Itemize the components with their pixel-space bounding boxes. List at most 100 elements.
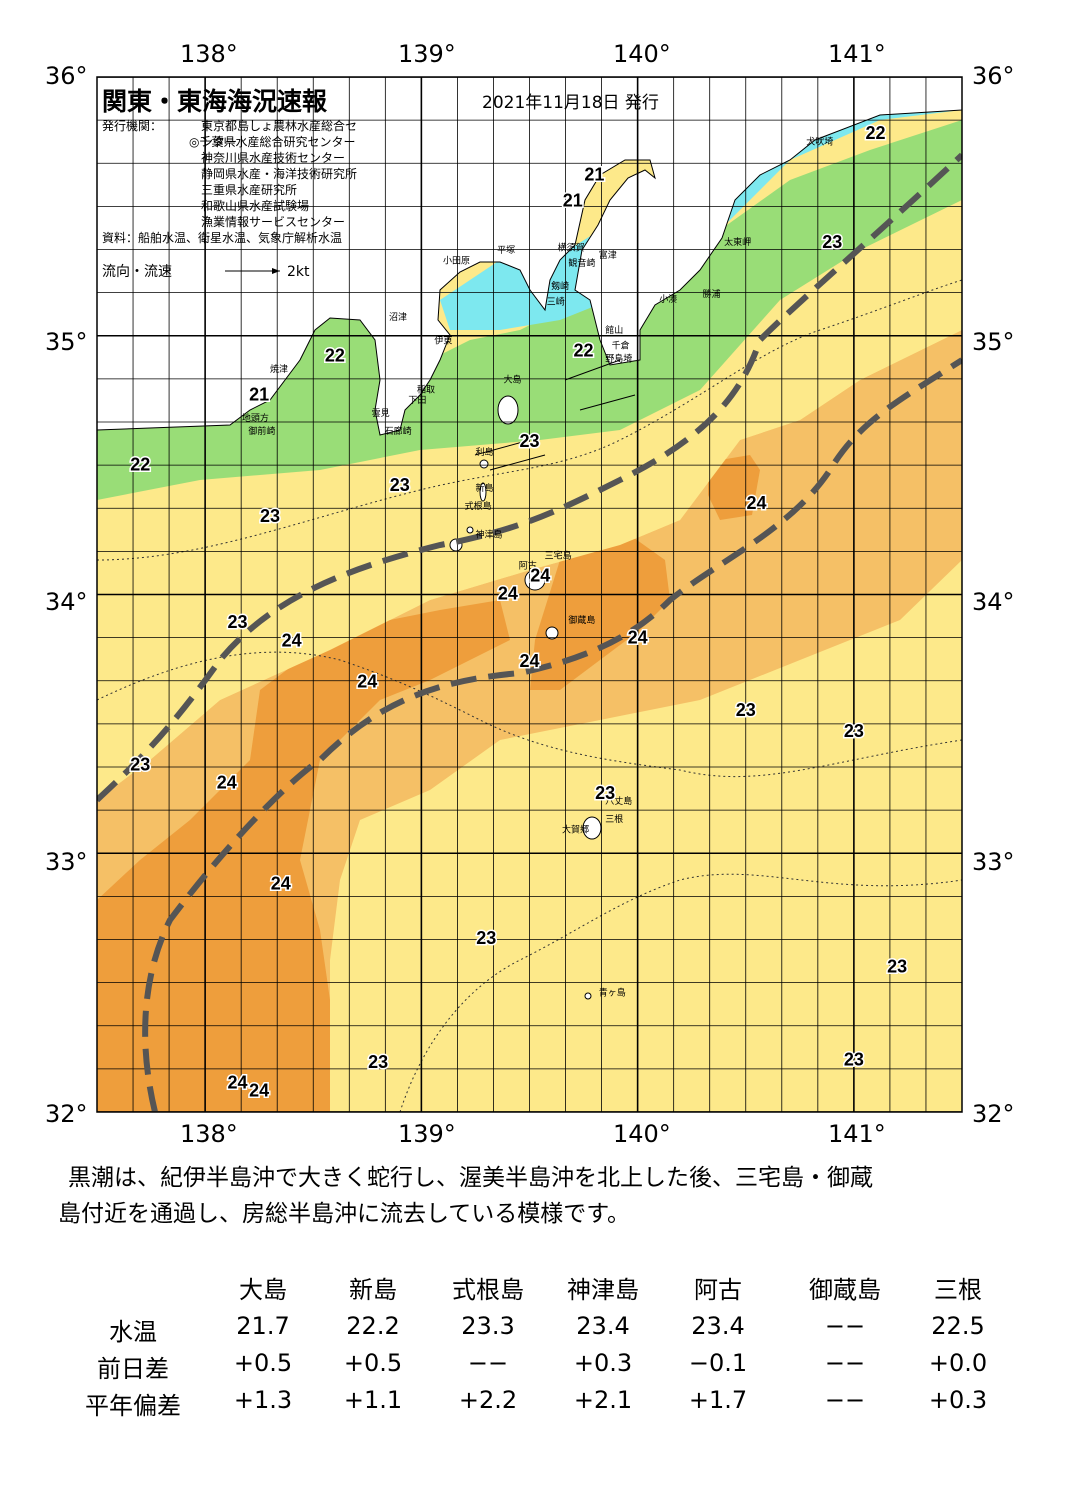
place-label: 三崎	[547, 296, 565, 307]
issuer-item: 神奈川県水産技術センター	[201, 151, 346, 165]
island-toshima	[479, 459, 489, 469]
place-label: 石廊崎	[385, 425, 412, 436]
table-header: 式根島	[452, 1276, 524, 1304]
temperature-label: 23	[822, 232, 842, 252]
table-cell: +0.5	[233, 1349, 293, 1377]
summary-line: 島付近を通過し、房総半島沖に流去している模様です。	[58, 1201, 631, 1227]
place-label: 千倉	[612, 340, 630, 351]
place-label: 地頭方	[242, 412, 269, 423]
lat-label-right: 35°	[972, 328, 1015, 356]
lat-label-right: 33°	[972, 848, 1015, 876]
table-header: 三根	[934, 1276, 982, 1304]
lon-label-bottom: 138°	[180, 1120, 238, 1148]
depth-contour	[97, 279, 962, 561]
place-label: 利島	[475, 446, 493, 457]
place-label: 式根島	[465, 500, 492, 511]
temperature-label: 23	[519, 431, 539, 451]
table-cell: +0.5	[343, 1349, 403, 1377]
place-label: 野島埼	[605, 353, 632, 364]
temperature-label: 24	[282, 630, 302, 650]
map-title: 関東・東海海況速報	[102, 87, 328, 116]
issuer-item: 三重県水産研究所	[201, 183, 298, 197]
table-cell: −0.1	[688, 1349, 748, 1377]
temperature-label: 24	[357, 672, 377, 692]
summary-text: 黒潮は、紀伊半島沖で大きく蛇行し、渥美半島沖を北上した後、三宅島・御蔵 島付近を…	[58, 1160, 1018, 1232]
table-cell: 22.5	[931, 1312, 985, 1340]
table-cell: +2.1	[573, 1386, 633, 1414]
temperature-label: 24	[530, 566, 550, 586]
flow-vectors	[474, 359, 636, 471]
lon-label-top: 141°	[828, 40, 886, 68]
temperature-label: 23	[736, 700, 756, 720]
temperature-label: 23	[476, 928, 496, 948]
table-row-label: 前日差	[97, 1355, 169, 1383]
place-label: 三根	[605, 813, 623, 824]
temperature-label: 23	[390, 475, 410, 495]
place-label: 神津島	[475, 529, 502, 540]
temperature-label: 23	[844, 721, 864, 741]
source-note: 資料：船舶水温、衛星水温、気象庁解析水温	[102, 231, 343, 245]
temperature-label: 24	[249, 1080, 269, 1100]
place-label: 小田原	[443, 255, 470, 265]
temperature-label: 24	[217, 773, 237, 793]
lon-label-top: 138°	[180, 40, 238, 68]
table-header: 新島	[349, 1276, 397, 1304]
place-label: 館山	[605, 324, 623, 335]
place-label: 御前崎	[248, 425, 275, 436]
place-label: 阿古	[519, 560, 537, 571]
issuer-item: 漁業情報サービスセンター	[201, 215, 346, 229]
table-header: 神津島	[567, 1276, 639, 1304]
temperature-label: 24	[519, 651, 539, 671]
lon-label-bottom: 139°	[398, 1120, 456, 1148]
temperature-label: 22	[130, 454, 150, 474]
place-label: 勝浦	[703, 288, 721, 299]
issuer-item: 和歌山県水産試験場	[201, 199, 310, 213]
table-header: 御蔵島	[809, 1276, 881, 1304]
place-label: 雲見	[372, 408, 390, 418]
temperature-label: 23	[368, 1052, 388, 1072]
issuer-item: 東京都島しょ農林水産総合センター	[201, 119, 358, 149]
table-cell: 22.2	[346, 1312, 400, 1340]
temperature-label: 24	[747, 493, 767, 513]
island-aogashima	[584, 992, 592, 1000]
temperature-label: 24	[498, 584, 518, 604]
table-header: 大島	[239, 1276, 287, 1304]
lat-label-left: 34°	[45, 588, 88, 616]
lat-label-left: 36°	[45, 62, 88, 90]
place-label: 太東岬	[724, 236, 751, 247]
place-label: 大島	[504, 373, 522, 384]
place-label: 小湊	[659, 293, 677, 304]
issue-date: 2021年11月18日 発行	[482, 93, 659, 113]
warm-core-tail	[708, 455, 760, 520]
temperature-label: 24	[628, 628, 648, 648]
table-cell: +0.3	[573, 1349, 633, 1377]
place-label: 稲取	[417, 384, 435, 395]
island-hachijojima	[582, 816, 602, 840]
table-cell: −−	[824, 1312, 866, 1340]
lat-label-left: 32°	[45, 1100, 88, 1128]
island-mikurajima	[545, 626, 559, 640]
issuer-heading: 発行機関：	[102, 119, 163, 133]
issuer-block: 発行機関： 東京都島しょ農林水産総合センター ◎千葉県水産総合研究センター 神奈…	[102, 118, 357, 246]
place-label: 焼津	[270, 364, 288, 374]
temperature-label: 24	[228, 1073, 248, 1093]
temperature-label: 21	[584, 165, 604, 185]
table-cell: +0.3	[928, 1386, 988, 1414]
lat-lon-grid	[97, 77, 962, 1112]
table-cell: −−	[824, 1349, 866, 1377]
summary-line: 黒潮は、紀伊半島沖で大きく蛇行し、渥美半島沖を北上した後、三宅島・御蔵	[68, 1165, 873, 1191]
depth-contour	[97, 651, 962, 778]
map-frame	[96, 76, 963, 1113]
table-header: 阿古	[694, 1276, 742, 1304]
table-cell: 23.4	[691, 1312, 745, 1340]
table-row-label: 平年偏差	[85, 1392, 181, 1420]
temperature-label: 23	[228, 612, 248, 632]
issuer-item: 静岡県水産・海洋技術研究所	[201, 167, 358, 181]
table-cell: +1.1	[343, 1386, 403, 1414]
lat-label-right: 34°	[972, 588, 1015, 616]
table-cell: −−	[824, 1386, 866, 1414]
lat-label-right: 32°	[972, 1100, 1015, 1128]
table-cell: +2.2	[458, 1386, 518, 1414]
